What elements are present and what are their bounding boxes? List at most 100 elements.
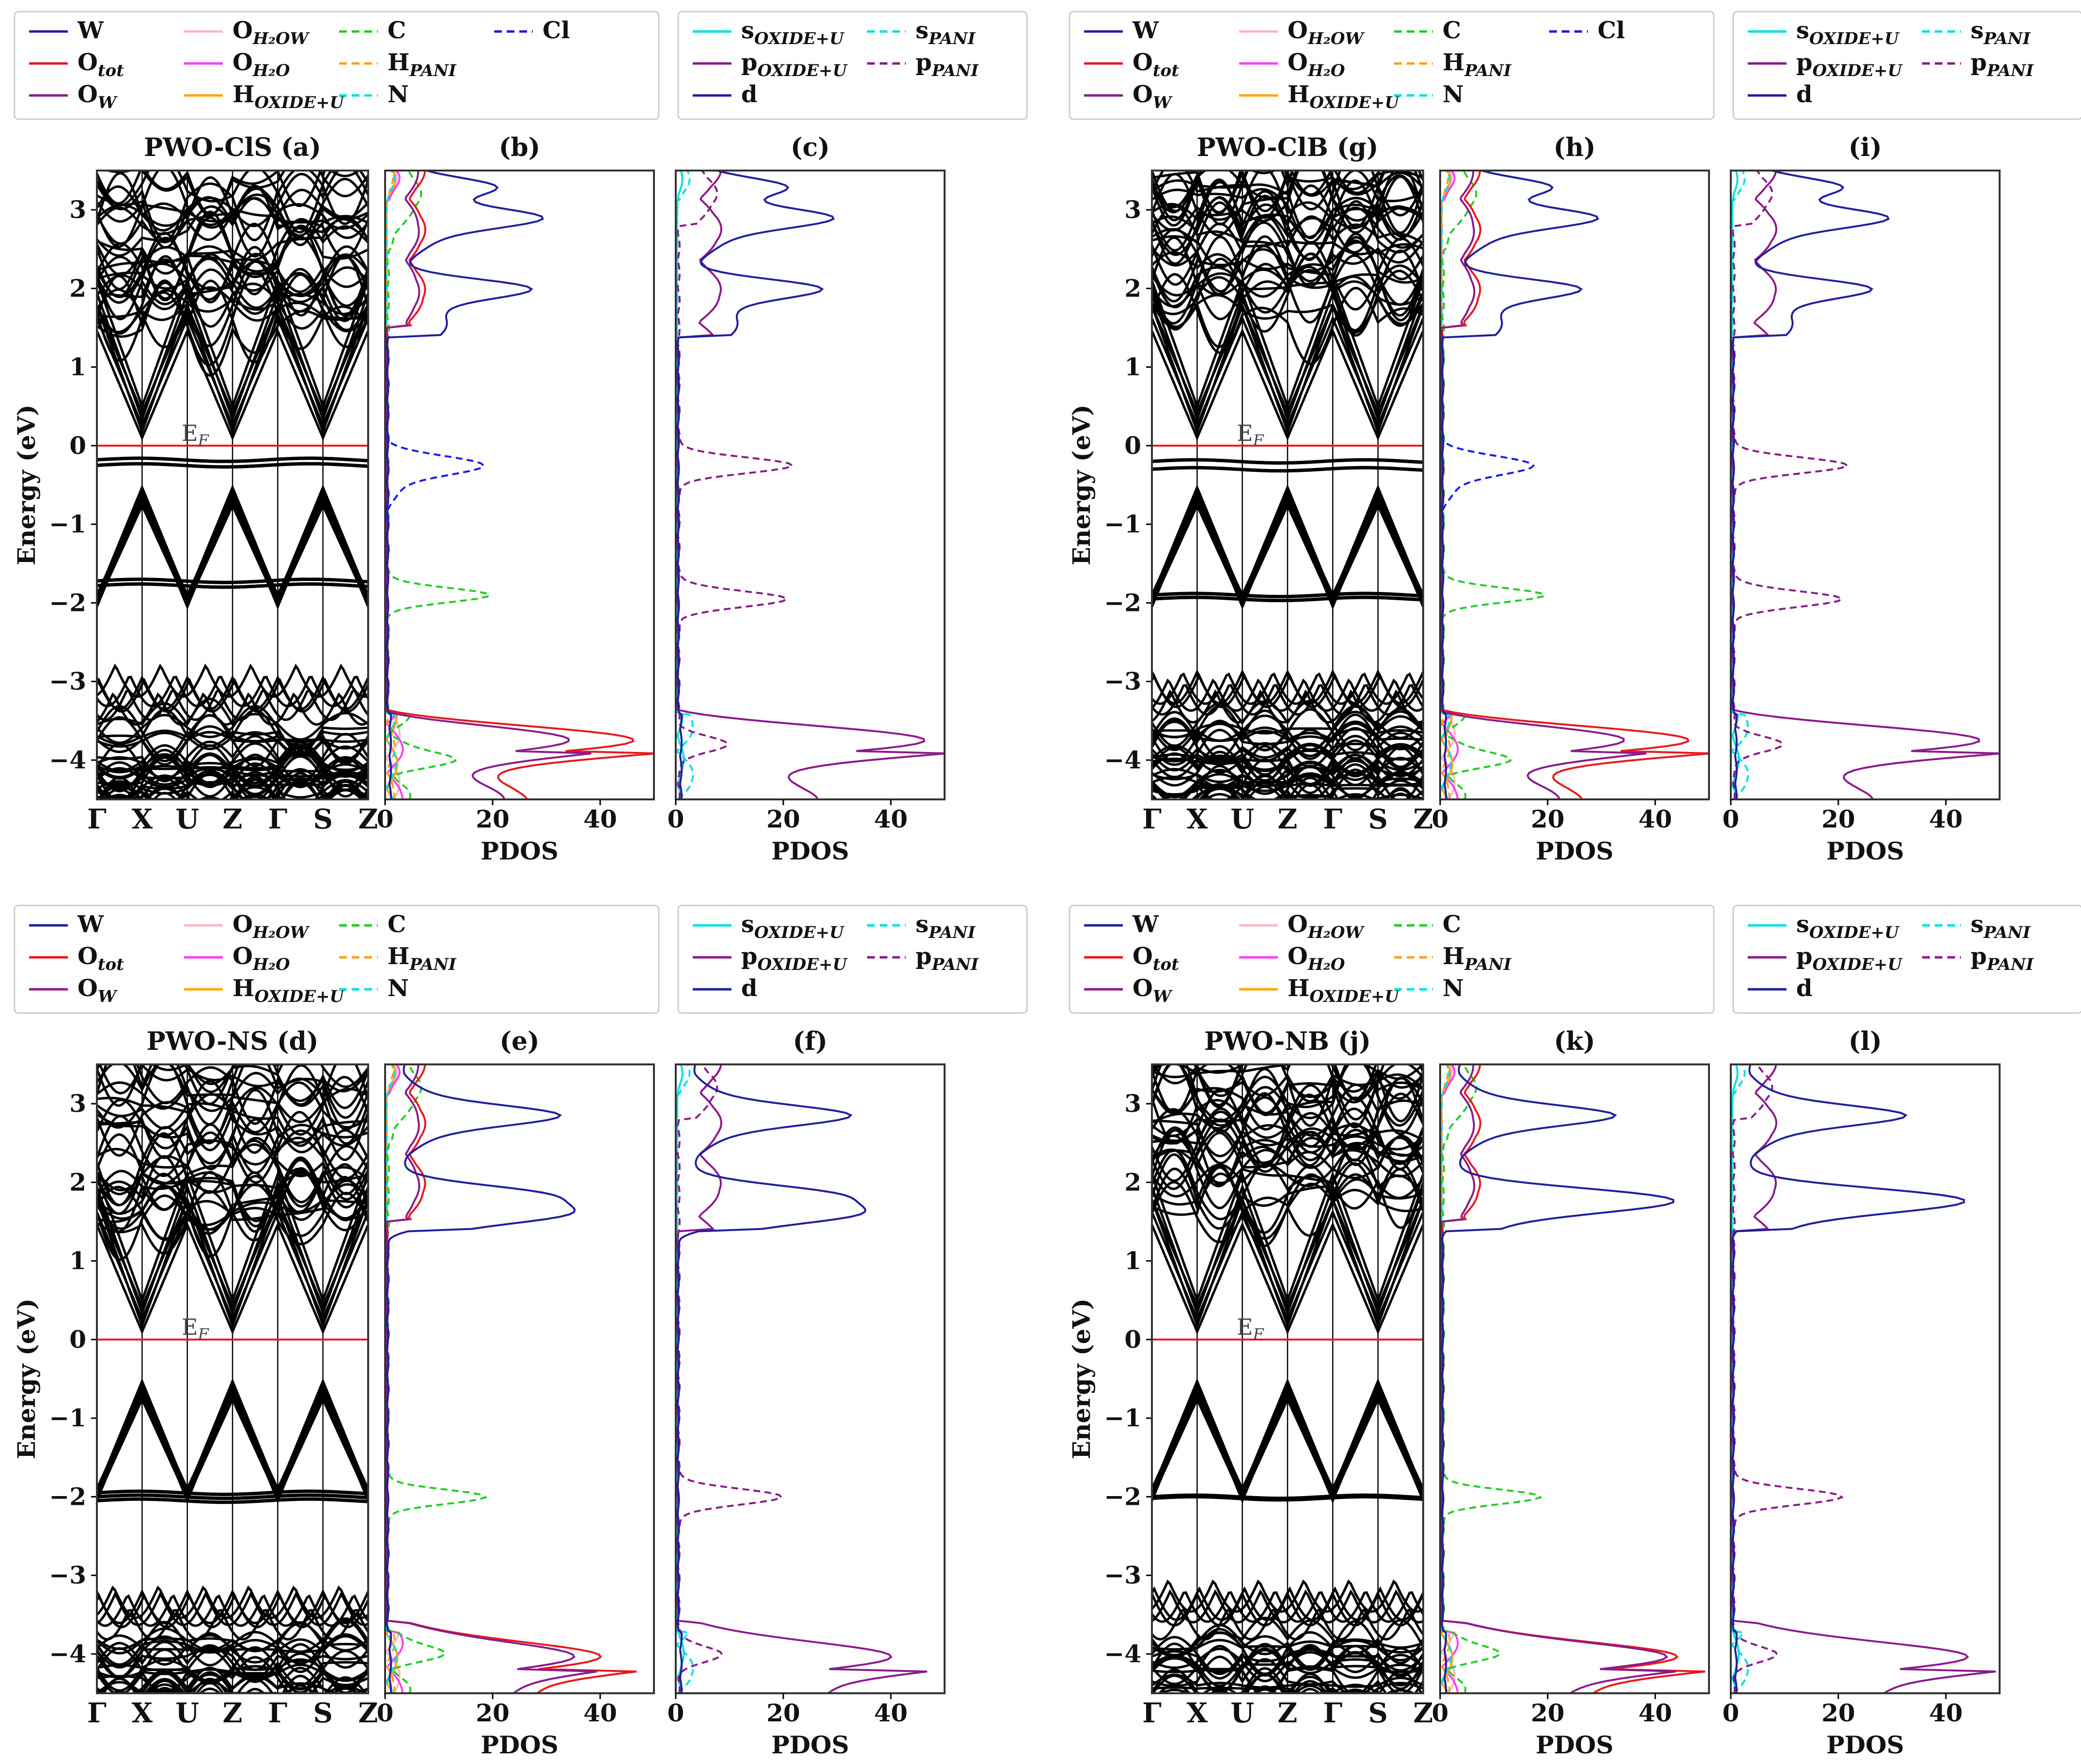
legend-entry-s_pani-main: s [916,911,929,938]
legend-entry-p_oxide: pOXIDE+U [1796,49,1903,80]
legend-entry-W: W [1132,17,1159,44]
plot-frame [384,1063,655,1694]
kpoint-label: X [132,1697,153,1729]
y-tick-label: −1 [1104,510,1141,538]
y-tick-label: −1 [1104,1404,1141,1432]
legend-orbitals-box [677,11,1028,120]
pdos-curve-Cl [385,171,485,799]
x-tick-label: 0 [1432,805,1449,833]
y-tick-label: 3 [69,1089,86,1118]
pdos-curve-W [1441,171,1600,799]
y-tick-label: 1 [1124,353,1141,381]
pdos-orbital-curves [1731,1064,1996,1693]
fermi-label-main: E [182,420,198,446]
legend-entry-N-main: N [1443,81,1464,108]
legend-entry-s_pani: sPANI [916,17,976,48]
x-tick-label: 20 [476,805,510,833]
x-tick-label: 40 [874,1699,908,1727]
y-tick-label: 1 [69,353,86,381]
y-tick-label: 1 [1124,1247,1141,1275]
plot-frame [96,170,369,800]
y-tick-label: −2 [1104,588,1141,617]
y-tick-label: 3 [1124,195,1141,224]
legend-entry-H_OXIDE_U-sub: OXIDE+U [1309,987,1400,1006]
y-tick-label: 3 [69,195,86,224]
legend-entry-O_H2O: OH₂O [233,49,290,80]
y-axis-label: Energy (eV) [1067,1298,1096,1459]
legend-entry-O_H2OW-main: O [233,17,253,44]
legend-entry-Cl-main: Cl [543,17,570,44]
legend-entry-s_pani-main: s [916,17,929,44]
legend-entry-s_pani-sub: PANI [1983,923,2031,942]
plot-frame [1730,170,2001,800]
fermi-label-sub: F [198,431,210,450]
x-tick-label: 0 [668,805,684,833]
legend-entry-p_oxide: pOXIDE+U [1796,943,1903,974]
pdos-curve-O_W [385,1064,597,1693]
y-tick-label: 0 [1124,431,1141,460]
y-tick-label: 2 [1124,274,1141,302]
legend-entry-O_H2O-main: O [233,49,253,76]
pdos-curve-O_tot [385,171,654,799]
legend-entry-O_tot-main: O [1133,943,1153,970]
pdos-curve-d [1731,1064,1965,1693]
panel-title-1: (h) [1553,133,1596,162]
pdos-curve-O_tot [1440,171,1709,799]
pdos-curve-p_oxide [676,1064,928,1693]
x-tick-label: 40 [1638,805,1672,833]
legend-entry-H_OXIDE_U-main: H [1288,81,1309,108]
y-tick-label: 2 [69,274,86,302]
pdos-curve-W [386,1064,576,1693]
plot-frame [675,170,946,800]
y-tick-label: −1 [49,510,86,538]
legend-entry-p_pani-sub: PANI [1987,955,2034,974]
kpoint-label: Z [1413,1697,1433,1729]
x-tick-label: 20 [1531,1699,1565,1727]
pdos-curve-C [1441,1064,1543,1693]
legend-entry-H_PANI: HPANI [388,49,457,80]
panel-title-2: (f) [793,1027,828,1056]
fermi-label-main: E [1237,420,1253,446]
legend-entry-O_H2OW-sub: H₂OW [1307,923,1365,942]
legend-entry-H_OXIDE_U: HOXIDE+U [233,81,345,112]
x-tick-label: 40 [583,805,617,833]
legend-entry-C: C [388,911,406,938]
legend-entry-C: C [388,17,406,44]
kpoint-label: Z [1413,803,1433,835]
legend-entry-O_H2OW-sub: H₂OW [1307,29,1365,48]
plot-frame [96,1063,369,1694]
x-tick-label: 40 [583,1699,617,1727]
legend-entry-p_oxide-main: p [1796,49,1813,76]
legend-entry-O_W-sub: W [98,987,118,1006]
legend-entry-W: W [77,17,104,44]
legend-orbitals-box [1732,11,2081,120]
legend-entry-O_H2OW-sub: H₂OW [252,29,310,48]
kpoint-label: Γ [1142,803,1162,835]
x-tick-label: 0 [1723,1699,1739,1727]
pdos-curve-p_oxide [1731,1064,1996,1693]
plot-frame [384,170,655,800]
legend-entry-N-main: N [388,975,409,1002]
y-tick-label: −3 [1104,667,1141,696]
y-tick-label: 0 [69,1325,86,1354]
kpoint-label: Γ [87,1697,107,1729]
legend-entry-p_pani: pPANI [916,49,979,80]
pdos-curve-s_pani [1731,171,1749,799]
legend-entry-H_PANI-main: H [1443,943,1464,970]
y-tick-label: −1 [49,1404,86,1432]
pdos-curve-O_tot [385,1064,637,1693]
legend-entry-O_W-sub: W [1153,93,1173,112]
legend-entry-H_OXIDE_U-sub: OXIDE+U [254,987,345,1006]
legend-entry-p_pani-sub: PANI [932,61,979,80]
legend-entry-d-main: d [741,81,758,108]
legend-entry-O_tot-main: O [78,943,98,970]
x-axis-label: PDOS [1536,837,1614,865]
legend-entry-s_oxide-main: s [741,17,754,44]
kpoint-label: Γ [268,1697,287,1729]
x-tick-label: 0 [1723,805,1739,833]
legend-entry-d-main: d [741,975,758,1002]
legend-entry-p_oxide-sub: OXIDE+U [758,955,848,974]
legend-entry-O_H2O: OH₂O [233,943,290,974]
legend-entry-C: C [1443,17,1461,44]
